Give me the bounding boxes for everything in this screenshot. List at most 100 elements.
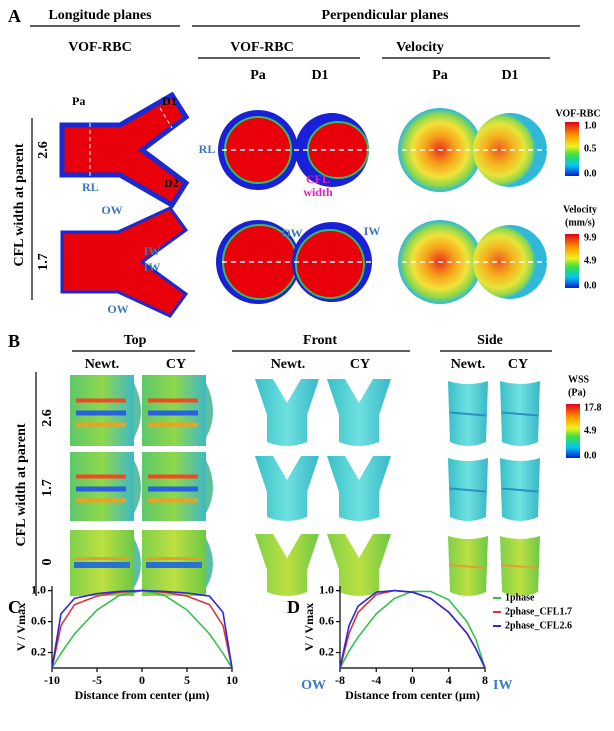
column-label: Pa [432, 68, 448, 83]
annotation: CFL [306, 172, 330, 186]
model-label: Newt. [451, 357, 486, 372]
view-label: Side [477, 333, 503, 348]
y-axis-label: V / Vmax [302, 603, 316, 651]
colorbar-title: VOF-RBC [555, 108, 600, 119]
panel-a: A Longitude planes Perpendicular planes … [8, 6, 601, 316]
colorbar-tick: 0.0 [584, 450, 597, 461]
colorbar-tick: 0.0 [584, 168, 597, 179]
annotation: IW [144, 244, 161, 258]
wss-band [148, 499, 198, 503]
wss-band [148, 399, 198, 403]
x-tick-label: -8 [335, 673, 345, 687]
colorbar-title: Velocity [563, 204, 597, 215]
colorbar-unit: (mm/s) [565, 217, 595, 228]
x-tick-label: 10 [226, 673, 238, 687]
vessel-section [62, 208, 186, 316]
annotation: RL [199, 142, 216, 156]
wss-band [76, 423, 126, 427]
y-tick-label: 1.0 [31, 582, 46, 596]
top-bulge [206, 383, 213, 438]
legend-label: 2phase_CFL1.7 [505, 606, 572, 617]
subheader: Velocity [396, 40, 444, 55]
y-tick-label: 1.0 [319, 582, 334, 596]
series-line [340, 591, 485, 668]
front-view [327, 534, 391, 596]
model-label: CY [350, 357, 370, 372]
colorbar-tick: 0.0 [584, 280, 597, 291]
header: Perpendicular planes [322, 8, 449, 23]
view-label: Top [124, 333, 147, 348]
annotation: RL [82, 180, 99, 194]
y-tick-label: 0.6 [319, 613, 334, 627]
x-tick-label: 8 [482, 673, 488, 687]
annotation: OW [301, 678, 326, 693]
colorbar-tick: 4.9 [584, 425, 597, 436]
x-tick-label: 5 [184, 673, 190, 687]
row-label: 1.7 [36, 253, 51, 271]
colorbar [566, 404, 580, 458]
annotation: OW [101, 203, 122, 217]
top-bulge [134, 460, 141, 513]
x-tick-label: 0 [139, 673, 145, 687]
wss-band [146, 557, 202, 560]
wss-renderings [70, 375, 540, 596]
panel-label: D [287, 597, 300, 617]
front-view [327, 379, 391, 446]
wss-band [76, 411, 126, 416]
legend-label: 2phase_CFL2.6 [505, 620, 572, 631]
model-label: CY [508, 357, 528, 372]
y-tick-label: 0.2 [319, 644, 334, 658]
column-label: Pa [250, 68, 266, 83]
colorbar [565, 234, 579, 288]
front-view [327, 456, 391, 521]
wss-band [148, 423, 198, 427]
colorbar-tick: 9.9 [584, 232, 597, 243]
top-bulge [206, 538, 213, 588]
wss-band [148, 411, 198, 416]
front-view [255, 534, 319, 596]
wss-band [74, 562, 130, 568]
row-label: 1.7 [40, 479, 55, 497]
row-label: 0 [40, 559, 55, 566]
annotation: OW [107, 302, 128, 316]
annotation: IW [493, 678, 512, 693]
row-title: CFL width at parent [12, 143, 27, 266]
panel-label: B [8, 331, 20, 351]
subheader: VOF-RBC [230, 40, 294, 55]
model-label: CY [166, 357, 186, 372]
annotation: IW [144, 260, 161, 274]
x-axis-label: Distance from center (μm) [75, 688, 210, 702]
panel-b: B Top Front Side Newt. CY Newt. CY Newt.… [8, 331, 602, 596]
wss-band [76, 499, 126, 503]
y-axis-label: V / Vmax [14, 603, 28, 651]
x-tick-label: -10 [44, 673, 60, 687]
x-tick-label: -5 [92, 673, 102, 687]
annotation: OW [281, 226, 302, 240]
top-bulge [134, 383, 141, 438]
x-tick-label: 0 [410, 673, 416, 687]
model-label: Newt. [271, 357, 306, 372]
section-core [296, 230, 364, 298]
top-bulge [206, 460, 213, 513]
wss-band [76, 399, 126, 403]
model-label: Newt. [85, 357, 120, 372]
wss-band [76, 487, 126, 492]
wss-band [148, 487, 198, 492]
top-bulge [134, 538, 141, 588]
x-tick-label: -4 [371, 673, 381, 687]
x-axis-label: Distance from center (μm) [345, 688, 480, 702]
column-label: D1 [501, 68, 518, 83]
colorbar-tick: 17.8 [584, 402, 602, 413]
colorbar-tick: 4.9 [584, 255, 597, 266]
figure: A Longitude planes Perpendicular planes … [0, 0, 614, 731]
annotation: Pa [72, 94, 85, 108]
colorbar-title: WSS [568, 374, 590, 385]
subheader: VOF-RBC [68, 40, 132, 55]
annotation: D2 [164, 176, 179, 190]
y-tick-label: 0.6 [31, 613, 46, 627]
wss-band [148, 475, 198, 479]
colorbar-tick: 1.0 [584, 120, 597, 131]
wss-band [74, 557, 130, 560]
header: Longitude planes [48, 8, 152, 23]
